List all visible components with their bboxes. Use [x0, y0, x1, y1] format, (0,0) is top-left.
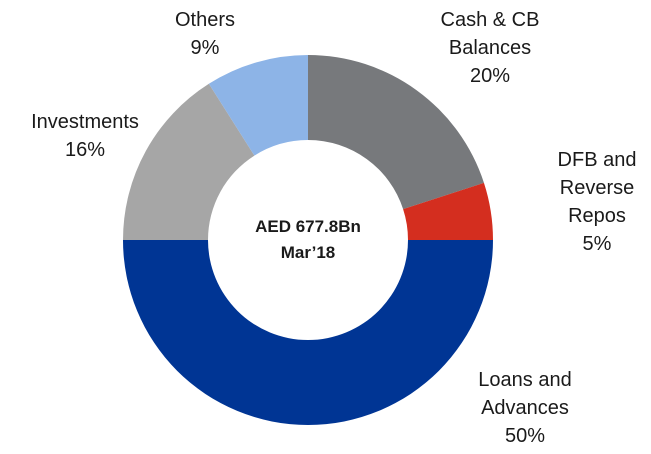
- center-text: Mar’18: [280, 243, 336, 262]
- slice: [123, 240, 493, 425]
- slice-value: 9%: [190, 37, 220, 59]
- slice-value: 5%: [582, 233, 612, 255]
- slice-value: 20%: [469, 65, 511, 87]
- slice-label: DFB and Reverse Repos: [557, 149, 637, 227]
- slice-label: Cash & CB Balances: [440, 9, 540, 59]
- slice-label: Investments: [31, 111, 139, 133]
- slice-label: Others: [174, 9, 236, 31]
- slice-value: 16%: [64, 139, 106, 161]
- center-text: AED 677.8Bn: [255, 217, 361, 236]
- slice: [403, 182, 493, 240]
- slice-label: Loans and Advances: [478, 369, 572, 419]
- slice: [308, 55, 484, 210]
- slice: [208, 54, 308, 156]
- slice-value: 50%: [504, 425, 546, 447]
- slice: [123, 83, 255, 240]
